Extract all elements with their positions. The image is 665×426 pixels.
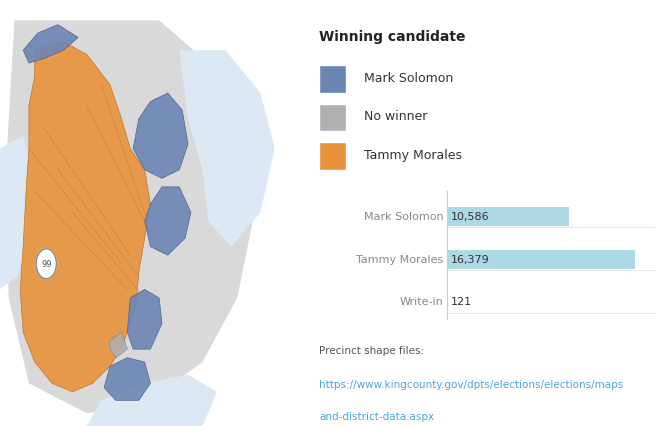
Polygon shape (110, 332, 127, 358)
Polygon shape (145, 187, 191, 256)
Text: Write-in: Write-in (400, 296, 444, 307)
Polygon shape (23, 26, 78, 64)
FancyBboxPatch shape (447, 250, 635, 269)
Text: Mark Solomon: Mark Solomon (364, 72, 454, 85)
Polygon shape (104, 358, 150, 400)
Text: 10,586: 10,586 (451, 211, 489, 222)
Text: Tammy Morales: Tammy Morales (356, 254, 444, 264)
Polygon shape (20, 43, 150, 392)
Text: 121: 121 (451, 296, 472, 307)
Polygon shape (127, 290, 162, 349)
Polygon shape (86, 375, 217, 426)
FancyBboxPatch shape (319, 104, 346, 132)
FancyBboxPatch shape (319, 66, 346, 94)
FancyBboxPatch shape (447, 293, 448, 312)
Polygon shape (0, 136, 35, 290)
Text: Precinct shape files:: Precinct shape files: (319, 345, 424, 355)
Text: https://www.kingcounty.gov/dpts/elections/elections/maps: https://www.kingcounty.gov/dpts/election… (319, 379, 624, 389)
Circle shape (36, 249, 57, 279)
Text: Mark Solomon: Mark Solomon (364, 211, 444, 222)
Text: 99: 99 (41, 259, 51, 269)
FancyBboxPatch shape (447, 207, 569, 227)
Text: Tammy Morales: Tammy Morales (364, 149, 462, 161)
FancyBboxPatch shape (319, 143, 346, 170)
Text: No winner: No winner (364, 110, 428, 123)
Text: Winning candidate: Winning candidate (319, 30, 466, 44)
Text: 16,379: 16,379 (451, 254, 489, 264)
Polygon shape (133, 94, 188, 179)
Text: and-district-data.aspx: and-district-data.aspx (319, 411, 434, 421)
Polygon shape (180, 51, 275, 247)
Polygon shape (6, 21, 255, 413)
